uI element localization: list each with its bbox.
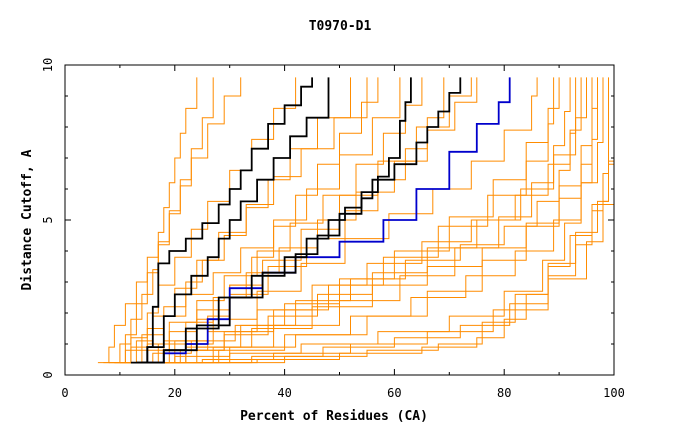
highlight-curve-31 — [136, 77, 462, 364]
model-curve-5 — [130, 77, 598, 364]
highlight-curve-30 — [141, 77, 412, 364]
series-layer — [97, 77, 615, 364]
y-tick-label-0: 0 — [41, 371, 55, 378]
x-axis-label: Percent of Residues (CA) — [240, 409, 428, 424]
y-tick-label-10: 10 — [41, 58, 55, 72]
x-tick-label-20: 20 — [168, 386, 182, 400]
axes-layer: 0 20 40 60 80 100 0 5 10 — [41, 58, 625, 400]
x-tick-label-0: 0 — [61, 386, 68, 400]
model-curve-1 — [103, 77, 242, 364]
model-curve-17 — [119, 77, 297, 364]
highlight-curve-29 — [130, 77, 330, 364]
model-curve-8 — [196, 127, 615, 364]
model-curve-20 — [130, 77, 538, 364]
model-curve-24 — [108, 77, 401, 364]
model-curve-0 — [97, 77, 198, 364]
chart-title: T0970-D1 — [309, 19, 372, 34]
model-curve-26 — [141, 77, 555, 364]
x-tick-label-80: 80 — [497, 386, 511, 400]
y-tick-label-5: 5 — [41, 216, 55, 223]
model-curve-16 — [114, 77, 214, 364]
model-curve-10 — [136, 77, 577, 364]
x-tick-label-100: 100 — [603, 386, 625, 400]
model-curve-25 — [158, 77, 571, 364]
model-curve-19 — [185, 77, 609, 364]
x-tick-label-40: 40 — [277, 386, 291, 400]
highlight-curve-27 — [141, 77, 511, 364]
y-axis-label: Distance Cutoff, A — [20, 149, 35, 290]
highlight-curve-28 — [136, 77, 313, 364]
x-tick-label-60: 60 — [387, 386, 401, 400]
model-curve-22 — [125, 77, 423, 364]
model-curve-18 — [169, 77, 598, 364]
